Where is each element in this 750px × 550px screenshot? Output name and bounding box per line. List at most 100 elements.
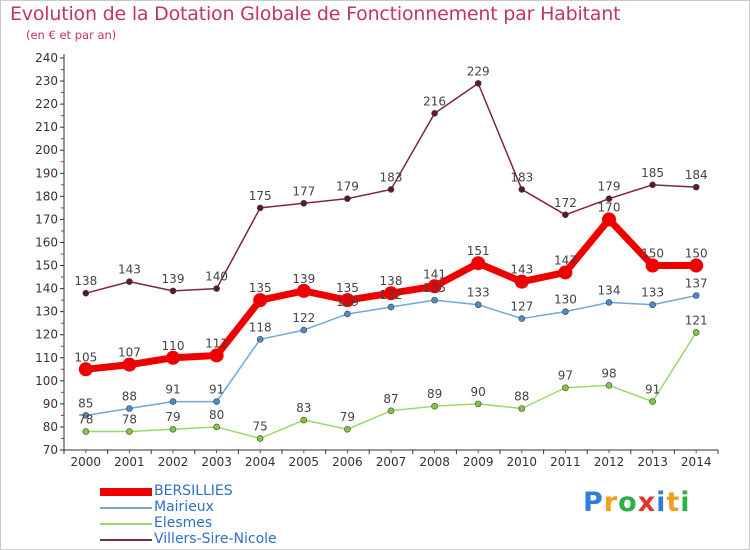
data-label-elesmes: 91 <box>645 383 660 397</box>
x-tick-label: 2009 <box>463 455 494 469</box>
data-point-bersillies <box>384 286 398 301</box>
data-label-elesmes: 97 <box>558 369 573 383</box>
data-point-bersillies <box>209 348 224 363</box>
data-label-mairieux: 129 <box>336 295 359 309</box>
logo-letter: P <box>583 487 604 518</box>
data-point-bersillies <box>122 357 137 372</box>
data-label-mairieux: 91 <box>209 383 224 397</box>
data-label-elesmes: 89 <box>427 387 442 401</box>
y-tick-label: 200 <box>35 143 58 157</box>
data-label-villers-sire-nicole: 179 <box>336 180 359 194</box>
data-point-elesmes <box>518 405 526 412</box>
y-tick-label: 150 <box>35 259 58 273</box>
x-tick-label: 2001 <box>114 455 145 469</box>
data-point-villers-sire-nicole <box>344 195 351 202</box>
data-point-bersillies <box>689 258 704 273</box>
legend-label-mairieux: Mairieux <box>154 499 214 515</box>
x-tick-label: 2000 <box>71 455 102 469</box>
data-point-bersillies <box>558 265 573 280</box>
axes: 7080901001101201301401501601701801902002… <box>35 51 719 469</box>
data-point-mairieux <box>300 326 308 334</box>
data-point-mairieux <box>649 301 656 309</box>
data-label-bersillies: 151 <box>467 244 490 258</box>
legend-swatch-villers-sire-nicole <box>100 539 152 541</box>
x-tick-label: 2011 <box>550 455 581 469</box>
data-point-elesmes <box>692 329 700 336</box>
y-tick-label: 80 <box>43 420 58 434</box>
logo-letter: r <box>603 487 619 518</box>
y-tick-label: 190 <box>35 166 58 180</box>
data-label-elesmes: 79 <box>340 410 355 424</box>
data-label-villers-sire-nicole: 179 <box>598 180 621 194</box>
data-label-elesmes: 121 <box>685 313 708 327</box>
proxiti-logo: Proxiti <box>583 487 691 518</box>
x-tick-label: 2003 <box>201 455 232 469</box>
data-label-bersillies: 143 <box>510 263 533 277</box>
data-label-villers-sire-nicole: 177 <box>292 184 315 198</box>
data-label-villers-sire-nicole: 143 <box>118 263 141 277</box>
data-point-mairieux <box>692 292 700 299</box>
data-point-elesmes <box>126 428 133 435</box>
data-point-villers-sire-nicole <box>126 278 133 285</box>
data-point-elesmes <box>256 435 264 442</box>
data-label-mairieux: 133 <box>467 286 490 300</box>
data-point-mairieux <box>431 296 438 304</box>
data-label-bersillies: 147 <box>554 253 577 267</box>
data-point-villers-sire-nicole <box>300 199 308 207</box>
data-point-bersillies <box>166 350 180 365</box>
series-lines <box>78 80 704 442</box>
legend-label-villers-sire-nicole: Villers-Sire-Nicole <box>154 531 277 547</box>
data-point-elesmes <box>649 398 656 405</box>
data-point-mairieux <box>169 398 177 405</box>
data-label-villers-sire-nicole: 216 <box>423 94 446 108</box>
data-point-bersillies <box>427 279 442 294</box>
data-label-mairieux: 137 <box>685 277 708 291</box>
y-tick-label: 230 <box>35 74 58 88</box>
data-point-elesmes <box>82 428 90 435</box>
x-tick-label: 2004 <box>245 455 276 469</box>
data-point-mairieux <box>562 308 569 315</box>
logo-letter: i <box>680 487 691 518</box>
data-label-bersillies: 139 <box>292 272 315 286</box>
data-point-villers-sire-nicole <box>431 110 438 117</box>
data-label-bersillies: 135 <box>336 281 359 295</box>
data-label-villers-sire-nicole: 185 <box>641 166 664 180</box>
data-point-elesmes <box>213 423 220 431</box>
data-label-bersillies: 111 <box>205 336 228 350</box>
data-label-elesmes: 78 <box>78 413 93 427</box>
logo-letter: i <box>656 487 667 518</box>
data-label-mairieux: 118 <box>249 320 272 334</box>
y-tick-label: 140 <box>35 282 58 296</box>
data-point-mairieux <box>387 303 395 311</box>
data-point-bersillies <box>471 256 486 271</box>
data-label-villers-sire-nicole: 175 <box>249 189 272 203</box>
data-point-elesmes <box>300 416 308 424</box>
chart-title: Evolution de la Dotation Globale de Fonc… <box>10 3 621 25</box>
data-point-villers-sire-nicole <box>169 287 177 295</box>
data-point-elesmes <box>387 407 395 415</box>
y-tick-label: 160 <box>35 235 58 249</box>
data-point-villers-sire-nicole <box>213 285 220 292</box>
data-label-elesmes: 90 <box>471 385 486 399</box>
y-tick-label: 130 <box>35 305 58 319</box>
y-tick-label: 240 <box>35 51 58 65</box>
data-label-bersillies: 170 <box>598 200 621 214</box>
data-point-elesmes <box>605 382 613 389</box>
data-point-bersillies <box>602 212 616 227</box>
y-tick-label: 110 <box>35 351 58 365</box>
data-label-mairieux: 132 <box>380 288 403 302</box>
data-label-villers-sire-nicole: 139 <box>162 272 185 286</box>
data-point-villers-sire-nicole <box>562 211 569 219</box>
y-tick-label: 100 <box>35 374 58 388</box>
data-point-bersillies <box>514 274 529 289</box>
data-point-mairieux <box>126 405 133 412</box>
data-point-bersillies <box>340 293 355 308</box>
data-point-elesmes <box>474 400 482 408</box>
x-tick-label: 2006 <box>332 455 363 469</box>
data-point-villers-sire-nicole <box>474 80 482 87</box>
data-label-mairieux: 85 <box>78 396 93 410</box>
data-label-villers-sire-nicole: 229 <box>467 64 490 78</box>
x-tick-label: 2007 <box>376 455 407 469</box>
logo-letter: x <box>637 487 657 518</box>
